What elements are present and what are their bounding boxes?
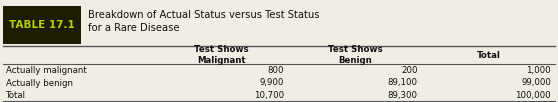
Text: 9,900: 9,900 [260,79,285,88]
Text: Breakdown of Actual Status versus Test Status: Breakdown of Actual Status versus Test S… [88,10,320,20]
Bar [3,6,81,44]
Text: Actually malignant: Actually malignant [6,66,86,75]
Text: Test Shows
Benign: Test Shows Benign [328,45,382,65]
Text: 100,000: 100,000 [516,91,551,100]
Text: 1,000: 1,000 [526,66,551,75]
Text: for a Rare Disease: for a Rare Disease [88,23,180,33]
Text: 89,300: 89,300 [388,91,418,100]
Text: Actually benign: Actually benign [6,79,73,88]
Text: Total: Total [6,91,26,100]
Text: Total: Total [477,50,501,59]
Text: 10,700: 10,700 [254,91,285,100]
Text: 800: 800 [268,66,285,75]
Text: 99,000: 99,000 [521,79,551,88]
Text: TABLE 17.1: TABLE 17.1 [9,20,75,30]
Text: 89,100: 89,100 [388,79,418,88]
Text: 200: 200 [401,66,418,75]
Text: Test Shows
Malignant: Test Shows Malignant [194,45,249,65]
